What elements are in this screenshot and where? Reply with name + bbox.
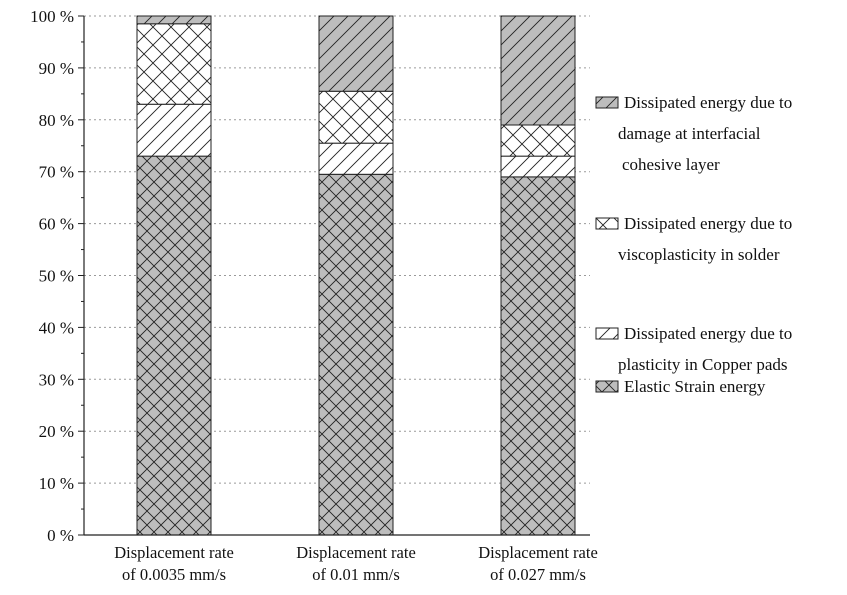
y-tick-label-60: 60 % [39,215,74,234]
bar-segment-2-1 [500,155,576,178]
category-label-0-1: of 0.0035 mm/s [122,565,226,584]
bar-segment-1-1 [318,142,394,175]
y-tick-label-90: 90 % [39,59,74,78]
legend-swatch-2 [595,327,619,340]
legend-label-1-1: viscoplasticity in solder [618,245,780,264]
bar-segment-1-3 [318,15,394,92]
bar-segment-1-2 [318,90,394,144]
category-label-0-0: Displacement rate [114,543,234,562]
legend-label-1-0: Dissipated energy due to [624,214,792,233]
bar-segment-2-2 [500,124,576,157]
legend-label-2-1: plasticity in Copper pads [618,355,788,374]
y-tick-label-80: 80 % [39,111,74,130]
bar-segment-2-3 [500,15,576,126]
bars [136,15,576,536]
y-tick-label-0: 0 % [47,526,74,545]
legend-label-0-0: Dissipated energy due to [624,93,792,112]
bar-segment-1-0 [318,173,394,536]
y-tick-label-20: 20 % [39,422,74,441]
legend-label-2-0: Dissipated energy due to [624,324,792,343]
y-tick-label-100: 100 % [30,7,74,26]
legend-swatch-0 [595,96,619,109]
bar-segment-0-1 [136,103,212,157]
category-label-2-0: Displacement rate [478,543,598,562]
y-tick-label-30: 30 % [39,370,74,389]
y-axis: 0 % 10 % 20 % 30 % 40 % 50 % 60 % 70 % 80 % 90 % 1… [30,7,590,545]
legend-label-0-2: cohesive layer [622,155,720,174]
category-label-2-1: of 0.027 mm/s [490,565,586,584]
category-labels: Displacement rate of 0.0035 mm/s Displacem… [114,543,598,584]
y-tick-label-70: 70 % [39,163,74,182]
legend: Dissipated energy due to damage at interf… [595,93,792,396]
legend-swatch-3 [595,380,619,393]
category-label-1-0: Displacement rate [296,543,416,562]
bar-segment-0-2 [136,23,212,105]
legend-label-0-1: damage at interfacial [618,124,761,143]
category-label-1-1: of 0.01 mm/s [312,565,400,584]
bar-segment-0-3 [136,15,212,25]
legend-label-3-0: Elastic Strain energy [624,377,766,396]
y-tick-label-50: 50 % [39,267,74,286]
y-tick-label-40: 40 % [39,318,74,337]
bar-segment-0-0 [136,155,212,536]
bar-segment-2-0 [500,176,576,536]
legend-swatch-1 [595,217,619,230]
y-tick-label-10: 10 % [39,474,74,493]
